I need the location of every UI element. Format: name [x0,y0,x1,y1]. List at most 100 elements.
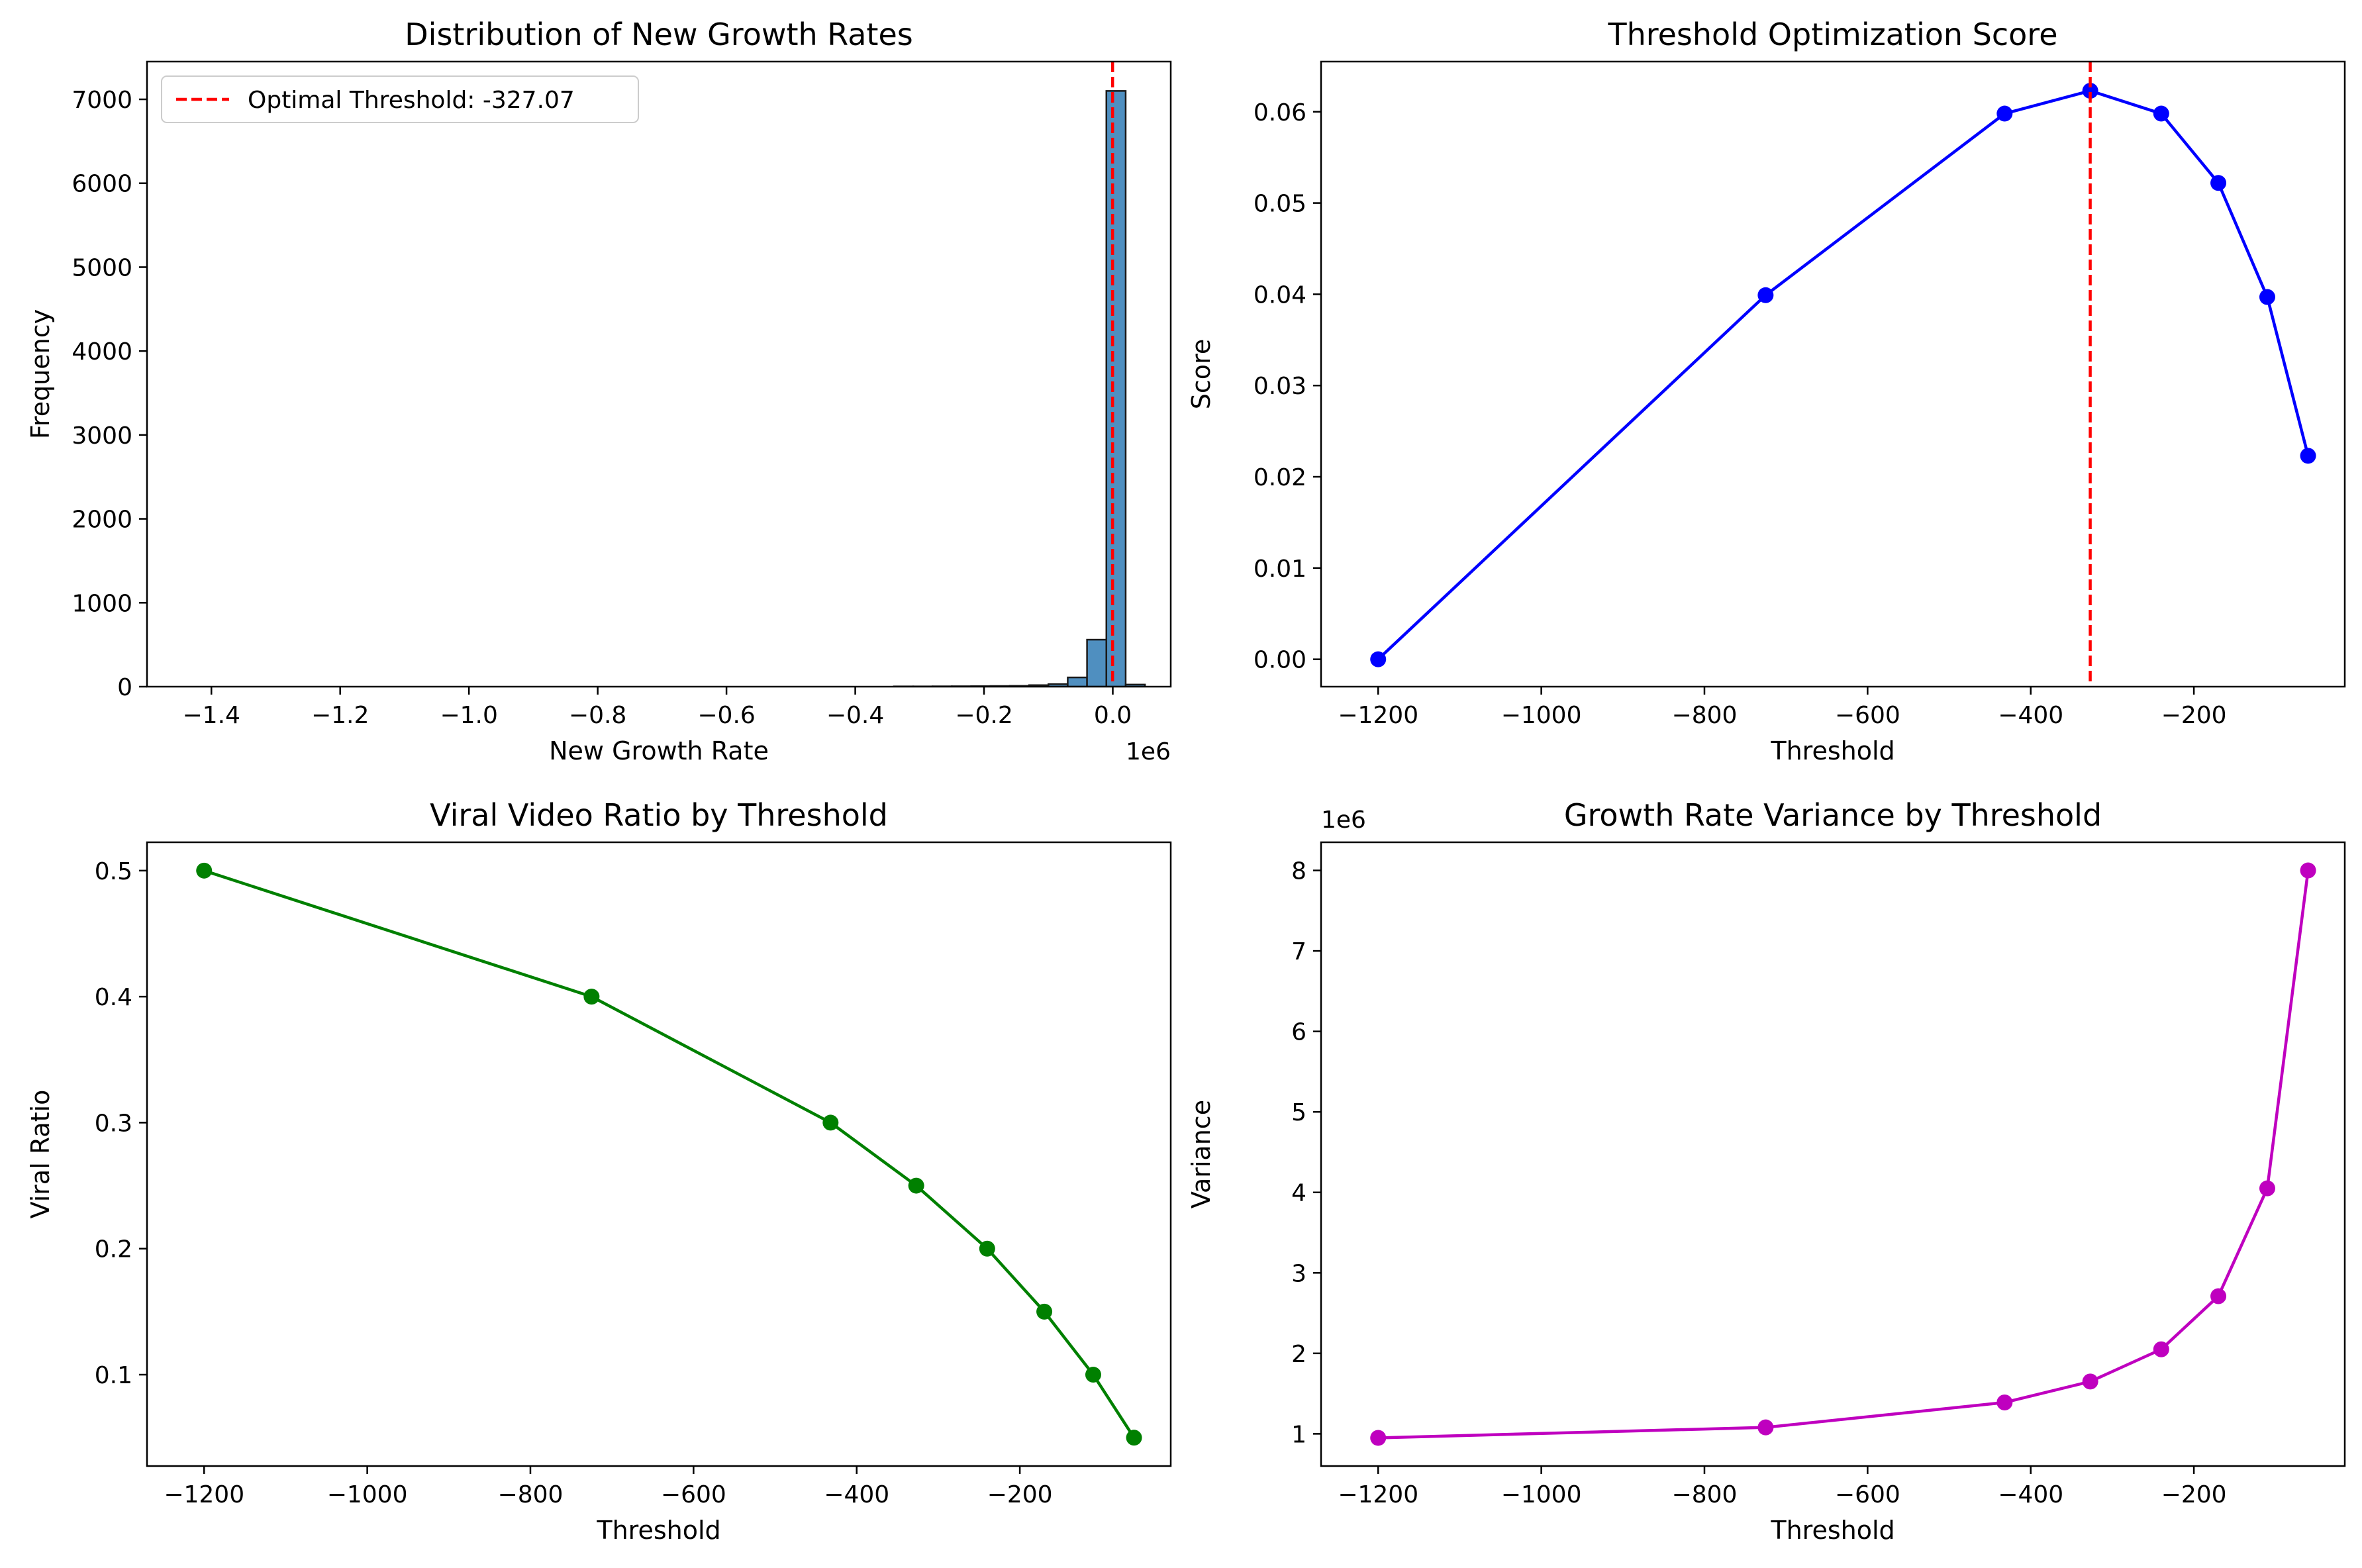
data-point [1996,105,2013,122]
x-tick-label: −1000 [327,1481,408,1508]
axes-frame [1320,841,2346,1467]
x-axis-label: New Growth Rate [549,736,769,765]
chart-panel-4: −1200 −1000 −800 −600 −400 −200 1 2 3 4 5 6 7 8 Growth… [1187,797,2346,1545]
data-point [196,862,213,879]
x-tick-label: −1200 [1338,1481,1418,1508]
data-point [2300,448,2316,464]
data-point [583,989,600,1005]
x-tick-label: −1200 [1338,702,1418,729]
y-axis-label: Frequency [26,309,55,439]
y-tick-label: 7000 [72,87,132,114]
histogram-bar [1067,676,1088,687]
data-point [2153,1341,2169,1357]
y-tick-label: 0.06 [1254,99,1306,126]
x-tick-label: −600 [661,1481,726,1508]
plot-area [893,62,1146,687]
y-tick-label: 2000 [72,507,132,534]
plot-area [1370,62,2316,687]
y-tick-label: 5 [1291,1099,1306,1126]
data-point [1996,1394,2013,1410]
x-tick-label: −1.4 [183,702,240,729]
chart-title: Growth Rate Variance by Threshold [1564,797,2102,833]
plot-area [1370,862,2316,1446]
y-tick-label: 3 [1291,1260,1306,1287]
y-tick-label: 0.03 [1254,373,1306,400]
x-tick-label: −600 [1835,1481,1900,1508]
y-tick-label: 3000 [72,422,132,450]
data-point [1085,1367,1101,1383]
y-axis-label: Variance [1187,1100,1216,1208]
y-tick-label: 7 [1291,938,1306,965]
x-tick-label: −400 [1998,1481,2063,1508]
y-tick-label: 0.4 [95,984,132,1011]
y-tick-label: 0 [117,674,132,701]
axes-frame [146,60,1172,688]
y-tick-label: 2 [1291,1341,1306,1368]
chart-panel-2: −1200 −1000 −800 −600 −400 −200 0.00 0.01 0.02 0.… [1187,17,2346,765]
data-point [2259,289,2275,305]
axes-frame [1320,60,2346,688]
data-point [1757,1419,1774,1436]
chart-title: Viral Video Ratio by Threshold [430,797,888,833]
x-tick-label: −0.6 [697,702,755,729]
data-point [822,1114,839,1131]
data-point [1370,1430,1387,1446]
y-tick-label: 0.00 [1254,647,1306,674]
data-point [1757,287,1774,303]
axes-frame [146,841,1172,1467]
data-point [2153,105,2169,122]
x-tick-label: −800 [498,1481,564,1508]
plot-area [196,862,1142,1446]
x-tick-label: −0.2 [955,702,1012,729]
y-tick-label: 0.02 [1254,464,1306,491]
histogram-bar [1086,638,1108,687]
y-tick-label: 1000 [72,590,132,617]
x-tick-label: −1.2 [311,702,369,729]
y-tick-label: 6 [1291,1019,1306,1046]
data-point [2210,1288,2227,1304]
chart-title: Distribution of New Growth Rates [405,17,912,52]
y-tick-label: 4 [1291,1180,1306,1207]
x-tick-label: −0.4 [826,702,884,729]
x-tick-label: −800 [1672,1481,1738,1508]
y-tick-label: 0.3 [95,1110,132,1137]
y-axis-label: Viral Ratio [26,1090,55,1219]
x-tick-label: −1200 [164,1481,244,1508]
legend: Optimal Threshold: -327.07 [161,75,639,123]
y-tick-label: 8 [1291,858,1306,885]
x-axis-label: Threshold [596,1516,720,1545]
y-tick-label: 0.2 [95,1236,132,1263]
data-point [2300,862,2316,879]
x-tick-label: −1000 [1501,1481,1582,1508]
series-line [1377,89,2310,661]
y-tick-label: 0.01 [1254,556,1306,583]
series-line [203,869,1136,1439]
y-tick-label: 0.05 [1254,191,1306,218]
series-line [1378,870,2310,1440]
legend-box [161,75,639,123]
y-tick-label: 4000 [72,338,132,366]
data-point [2082,1373,2098,1390]
chart-panel-3: −1200 −1000 −800 −600 −400 −200 0.1 0.2 0.3 0.4 0.… [26,797,1172,1545]
x-tick-label: −200 [2161,702,2227,729]
y-tick-label: 1 [1291,1421,1306,1448]
y-tick-label: 6000 [72,171,132,198]
x-tick-label: 0.0 [1094,702,1132,729]
x-tick-label: −200 [987,1481,1053,1508]
x-offset-label: 1e6 [1126,738,1171,765]
x-tick-label: −200 [2161,1481,2227,1508]
data-point [908,1177,924,1194]
data-point [2210,175,2227,191]
data-point [1370,651,1387,667]
x-tick-label: −1.0 [440,702,497,729]
data-point [2082,83,2098,99]
data-point [1036,1303,1053,1320]
data-point [979,1240,995,1257]
legend-label: Optimal Threshold: -327.07 [248,87,575,114]
x-axis-label: Threshold [1770,1516,1895,1545]
histogram-bar [1105,90,1127,687]
x-tick-label: −600 [1835,702,1900,729]
x-tick-label: −400 [824,1481,889,1508]
chart-title: Threshold Optimization Score [1607,17,2057,52]
